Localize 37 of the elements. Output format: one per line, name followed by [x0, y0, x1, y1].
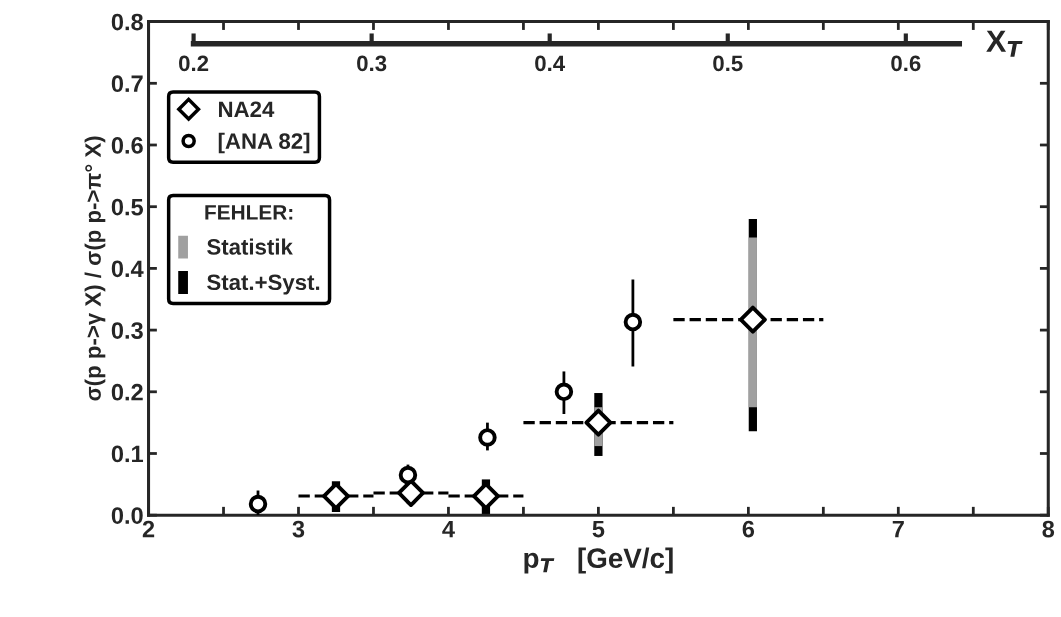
point — [398, 465, 418, 485]
x2-tick-label: 0.5 — [713, 55, 743, 72]
point — [248, 494, 268, 514]
point — [738, 305, 767, 334]
y-axis-title: σ(p p->γ X) / σ(p p->π° X) — [84, 136, 106, 401]
y-tick-label: 0.4 — [111, 260, 144, 278]
y-tick-label: 0.2 — [111, 383, 143, 401]
legend-label: [ANA 82] — [218, 132, 310, 154]
x-tick-label: 4 — [442, 520, 455, 538]
text: p$_{T}$ [GeV/c] — [524, 547, 673, 574]
x2-tick-label: 0.4 — [535, 55, 566, 72]
point — [478, 428, 497, 447]
x-tick-label: 6 — [742, 520, 755, 538]
legend-label: Statistik — [207, 238, 293, 255]
y-tick-label: 0.5 — [111, 198, 144, 216]
legend-label: Stat.+Syst. — [207, 274, 320, 295]
x2-tick-label: 0.3 — [357, 55, 387, 72]
point — [396, 479, 425, 507]
x2-axis-title: X$_{T}$ — [986, 30, 1023, 57]
y-tick-label: 0.1 — [111, 445, 144, 463]
y-tick-label: 0.7 — [111, 75, 143, 93]
x-tick-label: 8 — [1042, 520, 1055, 538]
y-tick-label: 0.6 — [111, 137, 143, 154]
x-tick-label: 7 — [892, 520, 904, 538]
x2-tick-label: 0.6 — [891, 55, 921, 72]
y-tick-label: 0.8 — [111, 13, 143, 31]
y-tick-label: 0.0 — [111, 507, 143, 524]
x-tick-label: 2 — [142, 520, 155, 538]
legend-label: NA24 — [219, 101, 275, 117]
x2-tick-label: 0.2 — [179, 55, 209, 72]
y-tick-label: 0.3 — [111, 322, 143, 339]
x-tick-label: 3 — [292, 520, 305, 538]
point — [554, 382, 574, 402]
x-tick-label: 5 — [592, 520, 605, 538]
point — [584, 408, 613, 437]
legend-title: FEHLER: — [205, 205, 293, 220]
point — [623, 312, 643, 332]
